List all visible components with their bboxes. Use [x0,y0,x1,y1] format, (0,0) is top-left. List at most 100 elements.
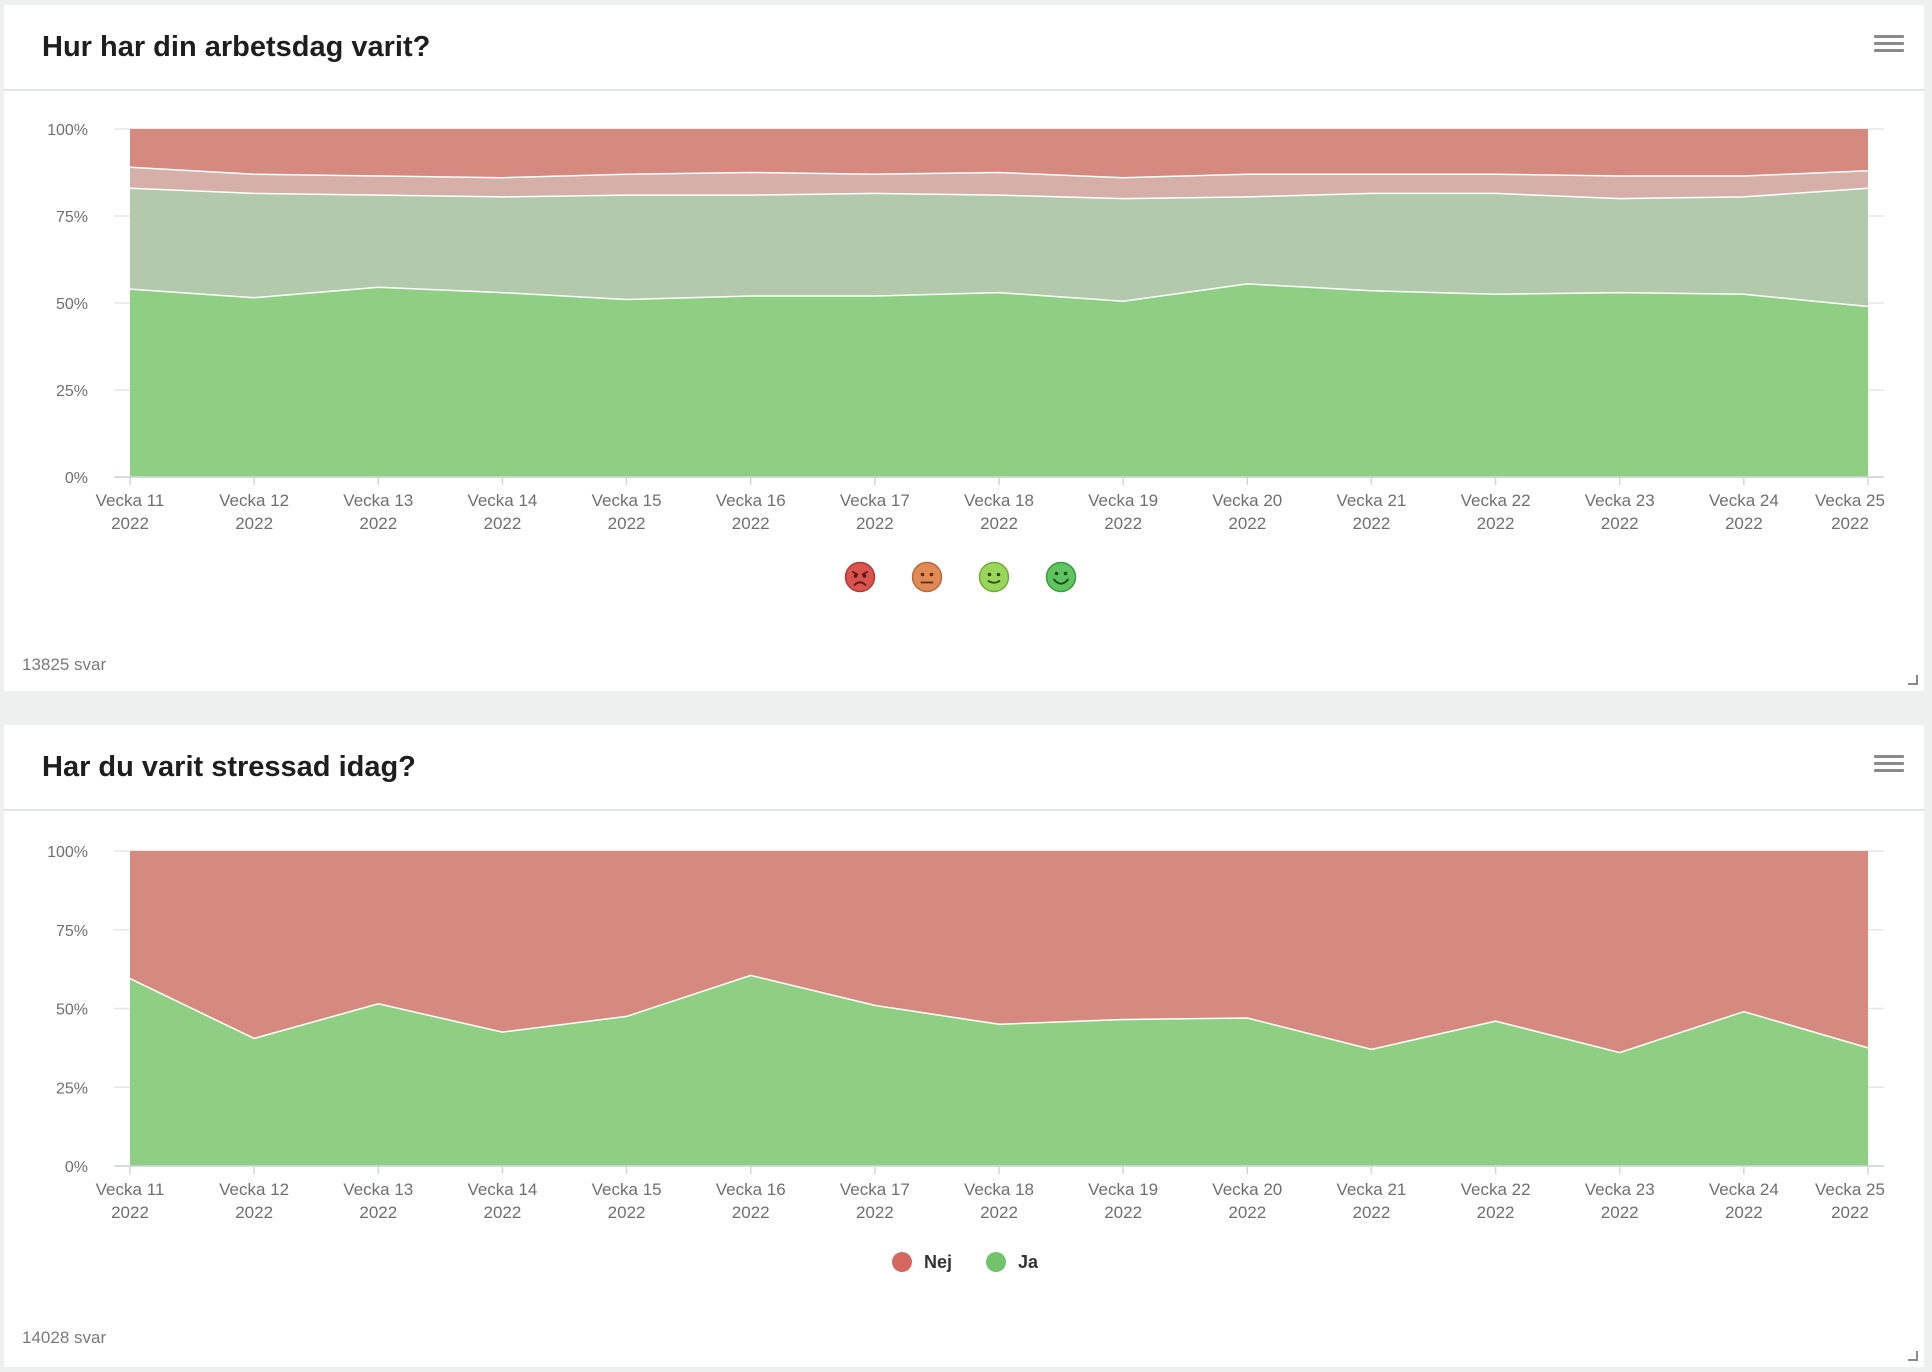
x-tick-year: 2022 [1228,514,1266,533]
area-series-ja[interactable] [130,975,1868,1166]
x-tick-year: 2022 [1601,514,1639,533]
x-tick-year: 2022 [111,514,149,533]
card-header: Hur har din arbetsdag varit? [4,5,1924,91]
x-tick-label: Vecka 25 [1815,1180,1885,1199]
legend-dot [986,1252,1007,1272]
x-tick-label: Vecka 25 [1815,491,1885,510]
series-boundary-line [129,974,1869,1054]
x-tick-label: Vecka 14 [467,1180,537,1199]
stacked-area-chart: 0% 25% 50% 75% 100% Vecka 11 2022 Vecka 12 2022 V… [47,844,1885,1222]
x-tick-label: Vecka 20 [1212,491,1282,510]
area-series-very-happy[interactable] [130,283,1868,477]
x-tick-label: Vecka 13 [343,1180,413,1199]
legend-item-nej[interactable]: Nej [892,1252,952,1273]
x-tick-year: 2022 [1725,514,1763,533]
area-series-unhappy[interactable] [130,129,1868,178]
x-tick-label: Vecka 11 [96,491,165,510]
x-tick-label: Vecka 24 [1709,491,1779,510]
x-tick-label: Vecka 17 [840,491,910,510]
x-tick-label: Vecka 12 [219,491,289,510]
x-tick-year: 2022 [1477,514,1515,533]
x-tick-label: Vecka 20 [1212,1180,1282,1199]
chart-legend [844,561,1084,601]
x-tick-year: 2022 [608,514,646,533]
y-tick-label: 75% [56,923,88,940]
x-tick-label: Vecka 22 [1461,1180,1531,1199]
y-tick-label: 50% [56,296,88,313]
response-count: 14028 svar [22,1328,107,1347]
x-tick-year: 2022 [1601,1203,1639,1222]
x-tick-year: 2022 [980,1203,1018,1222]
x-tick-year: 2022 [1831,514,1869,533]
chart-legend: Nej Ja [892,1247,1038,1277]
x-tick-year: 2022 [484,514,522,533]
x-tick-year: 2022 [359,1203,397,1222]
x-tick-label: Vecka 11 [96,1180,165,1199]
x-tick-year: 2022 [1353,514,1391,533]
x-tick-label: Vecka 16 [716,1180,786,1199]
y-tick-label: 25% [56,383,88,400]
legend-item-ja[interactable]: Ja [986,1252,1038,1273]
x-tick-year: 2022 [732,514,770,533]
y-tick-label: 25% [56,1080,88,1097]
x-tick-year: 2022 [1104,1203,1142,1222]
hamburger-menu-icon[interactable] [1874,753,1904,775]
angry-face-icon[interactable] [844,561,876,593]
chart-card-stressad: Har du varit stressad idag? 0% 25% 50% 75% 1… [4,725,1924,1367]
x-tick-label: Vecka 14 [467,491,537,510]
legend-label: Nej [924,1251,953,1272]
x-tick-label: Vecka 13 [343,491,413,510]
x-tick-label: Vecka 22 [1461,491,1531,510]
resize-handle-icon[interactable] [1908,1351,1918,1361]
happy-face-icon[interactable] [1045,561,1077,593]
y-tick-label: 100% [47,122,88,139]
x-tick-label: Vecka 21 [1336,1180,1406,1199]
response-count: 13825 svar [22,655,107,674]
y-tick-label: 50% [56,1002,88,1019]
x-tick-label: Vecka 18 [964,491,1034,510]
y-tick-label: 75% [56,209,88,226]
stacked-area-chart: 0% 25% 50% 75% 100% Vecka 11 2022 Vecka 12 2022 V… [47,122,1885,533]
x-tick-year: 2022 [856,514,894,533]
x-tick-label: Vecka 24 [1709,1180,1779,1199]
series-boundary-line [129,283,1869,308]
neutral-face-icon[interactable] [911,561,943,593]
slight-smile-face-icon[interactable] [978,561,1010,593]
x-tick-year: 2022 [980,514,1018,533]
x-tick-year: 2022 [235,514,273,533]
chart-title: Har du varit stressad idag? [42,751,416,783]
legend-dot [892,1252,912,1272]
x-tick-year: 2022 [608,1203,646,1222]
x-tick-label: Vecka 17 [840,1180,910,1199]
x-tick-label: Vecka 15 [592,491,662,510]
x-tick-year: 2022 [732,1203,770,1222]
x-tick-year: 2022 [235,1203,273,1222]
legend-label: Ja [1018,1251,1039,1272]
card-header: Har du varit stressad idag? [4,725,1924,811]
y-tick-label: 100% [47,844,88,861]
x-tick-year: 2022 [1831,1203,1869,1222]
x-tick-label: Vecka 16 [716,491,786,510]
x-tick-label: Vecka 23 [1585,1180,1655,1199]
x-tick-label: Vecka 21 [1336,491,1406,510]
series-boundary-line [129,166,1869,179]
x-tick-label: Vecka 23 [1585,491,1655,510]
x-tick-year: 2022 [1228,1203,1266,1222]
x-tick-year: 2022 [1725,1203,1763,1222]
x-tick-label: Vecka 19 [1088,491,1158,510]
chart-card-arbetsdag: Hur har din arbetsdag varit? 0% 25% 50% 75%… [4,5,1924,691]
x-tick-year: 2022 [111,1203,149,1222]
resize-handle-icon[interactable] [1908,675,1918,685]
x-tick-label: Vecka 19 [1088,1180,1158,1199]
x-tick-year: 2022 [1353,1203,1391,1222]
x-tick-year: 2022 [856,1203,894,1222]
area-series-happy[interactable] [130,188,1868,307]
area-series-neutral[interactable] [130,167,1868,199]
x-tick-year: 2022 [1477,1203,1515,1222]
x-tick-label: Vecka 18 [964,1180,1034,1199]
area-series-nej[interactable] [130,851,1868,1053]
x-tick-year: 2022 [484,1203,522,1222]
chart-title: Hur har din arbetsdag varit? [42,31,431,63]
hamburger-menu-icon[interactable] [1874,33,1904,55]
x-tick-label: Vecka 15 [592,1180,662,1199]
